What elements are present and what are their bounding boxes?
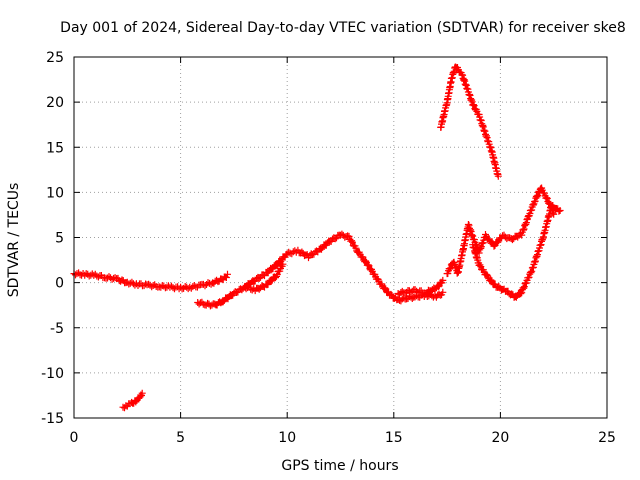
x-axis-label: GPS time / hours [281, 458, 398, 474]
y-tick-label: 20 [46, 95, 64, 111]
series-segment [443, 184, 558, 278]
x-tick-label: 15 [385, 430, 403, 446]
y-tick-label: 5 [55, 231, 64, 247]
x-tick-label: 0 [70, 430, 79, 446]
y-tick-label: -5 [50, 321, 64, 337]
y-axis-label: SDTVAR / TECUs [6, 183, 22, 298]
data-point-markers [469, 202, 564, 301]
series-segment [70, 269, 231, 293]
y-tick-label: 10 [46, 185, 64, 201]
x-tick-label: 5 [176, 430, 185, 446]
axis-ticks: 0 5 10 15 20 25 25 20 15 10 5 0 -5 -10 -15 [41, 50, 616, 446]
chart-title: Day 001 of 2024, Sidereal Day-to-day VTE… [60, 20, 626, 36]
y-tick-label: 0 [55, 276, 64, 292]
data-point-markers [194, 230, 447, 310]
series-segment [241, 260, 287, 295]
series-segment [469, 202, 564, 301]
data-point-markers [70, 269, 231, 293]
data-point-markers [119, 389, 146, 412]
y-tick-label: 25 [46, 50, 64, 66]
series-segment [194, 230, 447, 310]
y-tick-label: -10 [41, 366, 64, 382]
x-tick-label: 25 [598, 430, 616, 446]
series-segment [394, 276, 447, 298]
data-marks [70, 63, 564, 412]
data-point-markers [437, 63, 502, 180]
series-segment [119, 389, 146, 412]
data-point-markers [443, 184, 558, 278]
data-point-markers [394, 276, 447, 298]
data-point-markers [241, 260, 287, 295]
x-tick-label: 10 [278, 430, 296, 446]
series-segment [437, 63, 502, 180]
y-tick-label: 15 [46, 140, 64, 156]
y-tick-label: -15 [41, 411, 64, 427]
x-tick-label: 20 [491, 430, 509, 446]
